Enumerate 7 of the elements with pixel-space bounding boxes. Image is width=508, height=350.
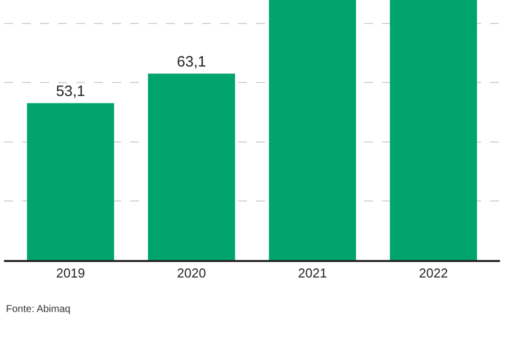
data-label: 63,1 <box>176 54 206 71</box>
x-tick-label: 2021 <box>298 266 327 281</box>
data-label: 53,1 <box>56 83 86 100</box>
x-tick-label: 2022 <box>419 266 448 281</box>
x-tick-label: 2020 <box>177 266 206 281</box>
source-note: Fonte: Abimaq <box>6 304 70 315</box>
x-tick-label: 2019 <box>56 266 85 281</box>
